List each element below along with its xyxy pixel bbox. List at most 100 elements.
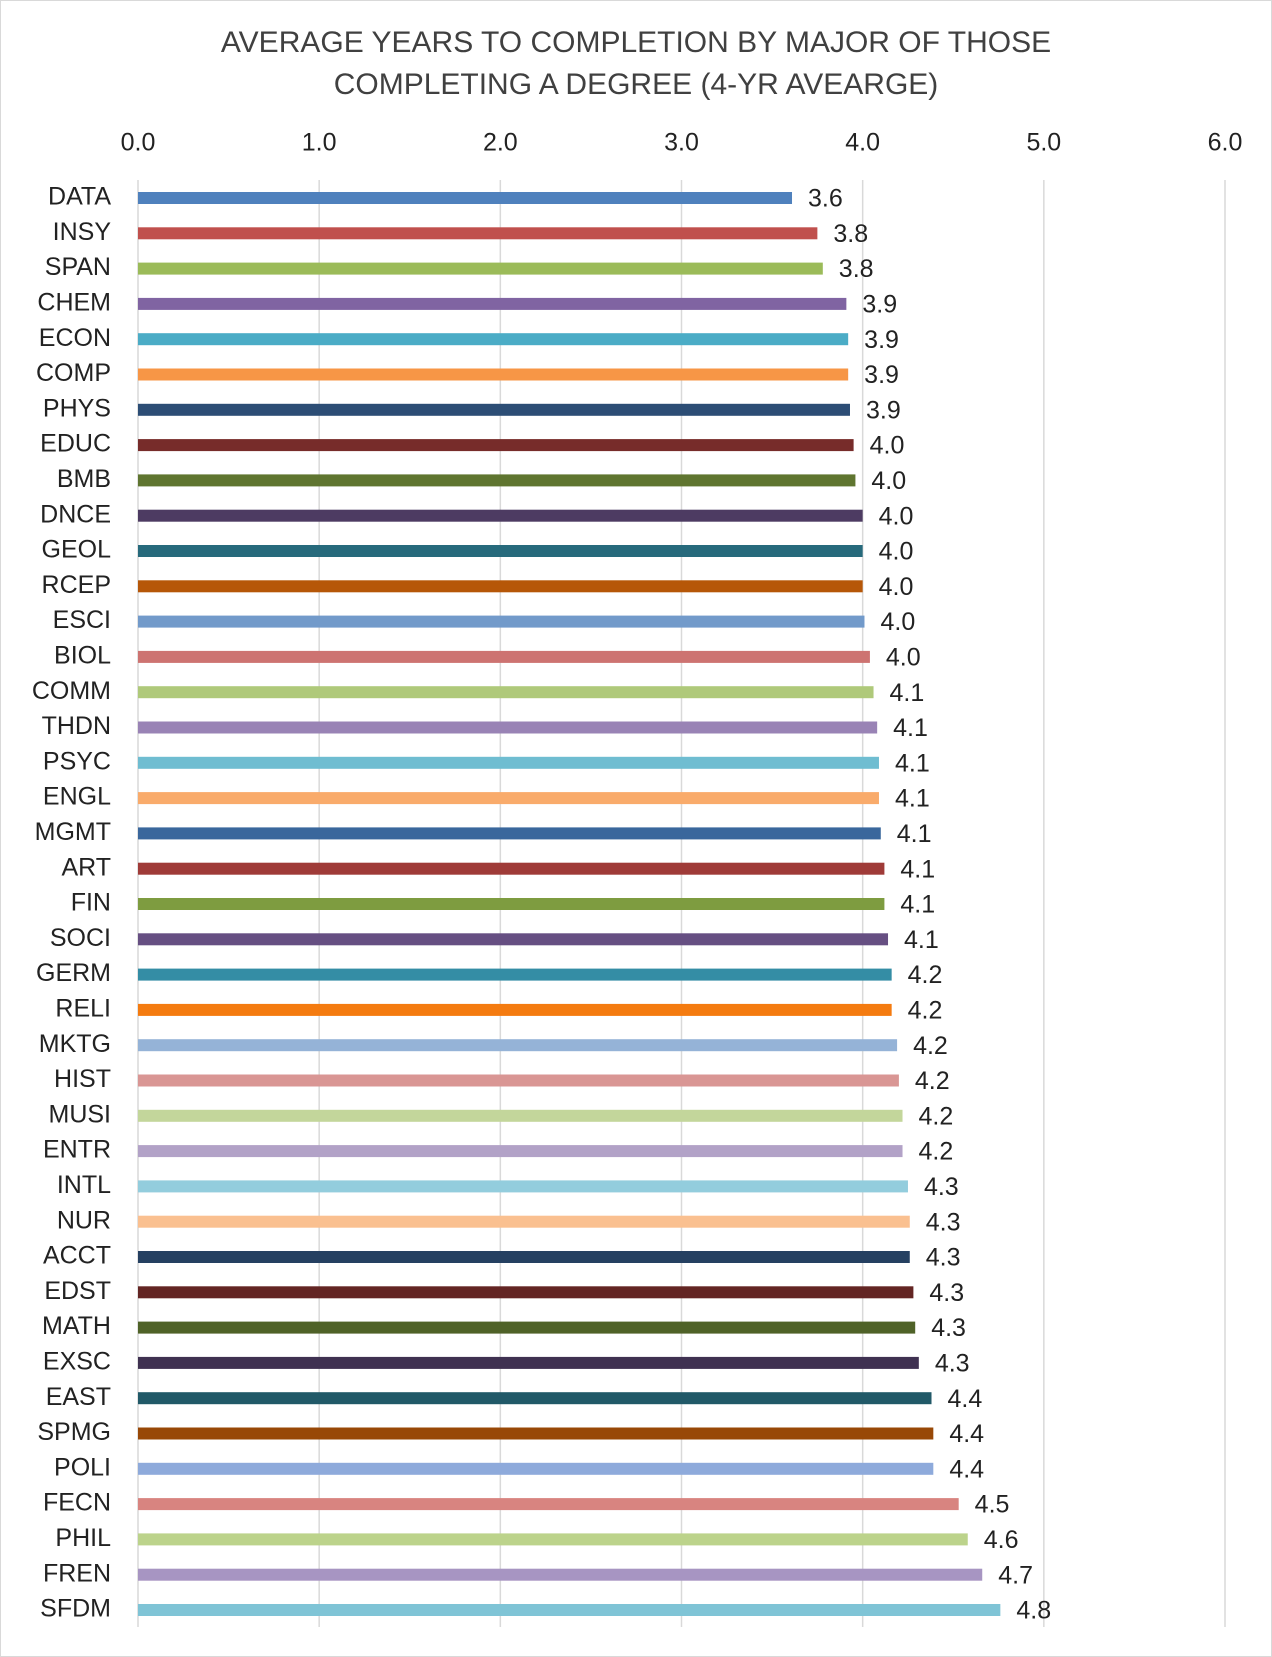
data-label: 4.2 [913, 1032, 948, 1060]
y-tick-label: MGMT [35, 818, 111, 846]
bar [138, 1251, 910, 1263]
y-tick-label: DNCE [40, 500, 111, 528]
y-tick-label: SPMG [37, 1418, 111, 1446]
bar [138, 1003, 892, 1016]
y-tick-label: INTL [57, 1171, 111, 1199]
y-tick-label: HIST [54, 1065, 111, 1093]
y-tick-label: RCEP [42, 571, 111, 599]
data-label: 4.0 [879, 538, 914, 566]
data-label: 3.9 [866, 396, 901, 424]
y-tick-label: CHEM [37, 289, 111, 317]
bar [138, 1074, 899, 1087]
x-tick-label: 3.0 [664, 129, 699, 157]
data-label: 4.1 [890, 679, 925, 707]
y-tick-label: ACCT [43, 1242, 111, 1270]
data-label: 3.9 [862, 291, 897, 319]
data-label: 4.1 [895, 785, 930, 813]
data-label: 3.9 [864, 326, 899, 354]
bar [138, 1533, 968, 1546]
y-tick-label: PHYS [43, 394, 111, 422]
bar [138, 1286, 914, 1299]
bar [138, 1392, 932, 1405]
data-label: 4.4 [949, 1455, 984, 1483]
bar [138, 1145, 903, 1158]
data-label: 4.1 [904, 926, 939, 954]
data-label: 4.8 [1016, 1597, 1051, 1625]
bar [138, 1109, 903, 1122]
y-tick-label: BIOL [54, 642, 111, 670]
bar [138, 262, 823, 275]
data-label: 4.2 [908, 961, 943, 989]
y-tick-label: SOCI [50, 924, 111, 952]
data-label: 4.0 [879, 573, 914, 601]
bar [138, 615, 865, 628]
bar [138, 721, 878, 734]
data-label: 4.0 [870, 432, 905, 460]
x-tick-label: 5.0 [1026, 129, 1061, 157]
x-tick-label: 0.0 [121, 129, 156, 157]
bar [138, 227, 818, 240]
y-tick-label: ART [61, 853, 111, 881]
bar [138, 368, 849, 381]
bar [138, 297, 847, 310]
y-tick-label: EAST [46, 1383, 111, 1411]
data-label: 3.8 [839, 255, 874, 283]
y-tick-label: FECN [43, 1489, 111, 1517]
data-label: 4.3 [924, 1173, 959, 1201]
bar [138, 1356, 919, 1369]
y-tick-label: PSYC [43, 747, 111, 775]
data-label: 4.7 [998, 1561, 1033, 1589]
y-tick-label: EDST [44, 1277, 111, 1305]
bar [138, 968, 892, 981]
data-label: 4.1 [900, 855, 935, 883]
bar [138, 686, 874, 699]
y-tick-label: FIN [71, 889, 111, 917]
data-label: 4.4 [948, 1385, 983, 1413]
data-label: 4.3 [935, 1350, 970, 1378]
bar [138, 792, 879, 805]
bar [138, 1568, 983, 1581]
bar [138, 1215, 910, 1228]
data-label: 4.3 [926, 1244, 961, 1272]
y-tick-label: BMB [57, 465, 111, 493]
y-tick-label: COMM [32, 677, 111, 705]
data-label: 4.0 [886, 644, 921, 672]
bar [138, 474, 856, 487]
data-label: 4.2 [919, 1102, 954, 1130]
y-tick-label: INSY [53, 218, 112, 246]
bar [138, 898, 885, 910]
bar [138, 509, 863, 522]
data-label: 4.2 [919, 1138, 954, 1166]
bar [138, 1604, 1001, 1616]
bar [138, 1498, 959, 1511]
y-tick-label: GERM [36, 959, 111, 987]
bar [138, 862, 885, 875]
x-tick-label: 1.0 [302, 129, 337, 157]
data-label: 4.3 [926, 1208, 961, 1236]
y-tick-label: PHIL [55, 1524, 111, 1552]
y-tick-label: RELI [55, 995, 111, 1023]
data-label: 4.1 [893, 714, 928, 742]
data-label: 4.3 [929, 1279, 964, 1307]
y-tick-label: ENGL [43, 783, 111, 811]
data-label: 4.1 [895, 749, 930, 777]
y-tick-label: SPAN [45, 253, 111, 281]
y-tick-label: THDN [42, 712, 111, 740]
data-label: 4.2 [915, 1067, 950, 1095]
bar [138, 333, 849, 346]
data-label: 4.3 [931, 1314, 966, 1342]
y-tick-label: MATH [42, 1312, 111, 1340]
x-tick-label: 4.0 [845, 129, 880, 157]
bar [138, 403, 850, 416]
bar [138, 650, 870, 663]
data-label: 4.4 [949, 1420, 984, 1448]
y-tick-label: EXSC [43, 1348, 111, 1376]
y-tick-label: MKTG [39, 1030, 111, 1058]
bar [138, 545, 863, 557]
data-label: 4.5 [975, 1491, 1010, 1519]
data-label: 4.1 [900, 891, 935, 919]
y-tick-label: FREN [43, 1559, 111, 1587]
bar [138, 1180, 908, 1193]
bar [138, 933, 889, 946]
